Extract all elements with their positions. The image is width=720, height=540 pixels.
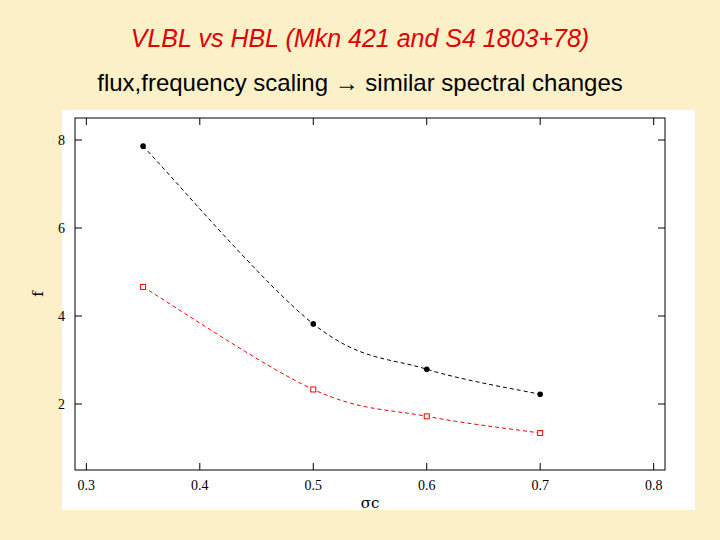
x-tick bbox=[86, 118, 87, 125]
x-axis-label: σc bbox=[361, 494, 380, 512]
x-tick-label: 0.7 bbox=[531, 478, 549, 493]
x-tick bbox=[653, 118, 654, 125]
y-tick bbox=[658, 316, 665, 317]
x-tick-label: 0.5 bbox=[305, 478, 323, 493]
fit-line bbox=[143, 287, 540, 433]
x-tick-label: 0.6 bbox=[418, 478, 436, 493]
y-tick bbox=[75, 404, 82, 405]
y-tick bbox=[75, 228, 82, 229]
x-tick bbox=[199, 463, 200, 470]
point bbox=[538, 431, 543, 436]
x-tick bbox=[199, 118, 200, 125]
subtitle: flux,frequency scaling → similar spectra… bbox=[97, 69, 623, 96]
point bbox=[424, 414, 429, 419]
x-tick-label: 0.4 bbox=[191, 478, 209, 493]
point bbox=[310, 321, 316, 327]
point bbox=[140, 143, 146, 149]
plot-background bbox=[62, 110, 695, 510]
y-tick-label: 8 bbox=[58, 133, 65, 148]
x-tick bbox=[540, 118, 541, 125]
plot-frame bbox=[75, 118, 665, 470]
x-tick bbox=[313, 463, 314, 470]
fit-line bbox=[143, 146, 540, 394]
y-tick-label: 4 bbox=[58, 309, 65, 324]
y-tick-label: 2 bbox=[58, 397, 65, 412]
point bbox=[537, 392, 543, 398]
x-tick bbox=[540, 463, 541, 470]
x-tick-label: 0.8 bbox=[645, 478, 663, 493]
y-tick bbox=[658, 140, 665, 141]
x-tick-label: 0.3 bbox=[78, 478, 96, 493]
x-tick bbox=[426, 118, 427, 125]
title: VLBL vs HBL (Mkn 421 and S4 1803+78) bbox=[131, 24, 589, 52]
x-tick bbox=[86, 463, 87, 470]
y-tick bbox=[75, 316, 82, 317]
y-tick-label: 6 bbox=[58, 221, 65, 236]
x-tick bbox=[426, 463, 427, 470]
y-tick bbox=[658, 404, 665, 405]
y-tick bbox=[75, 140, 82, 141]
point bbox=[311, 387, 316, 392]
point bbox=[141, 284, 146, 289]
x-tick bbox=[653, 463, 654, 470]
point bbox=[424, 366, 430, 372]
plot-area bbox=[140, 143, 543, 435]
y-tick bbox=[658, 228, 665, 229]
x-tick bbox=[313, 118, 314, 125]
y-axis-label: f bbox=[29, 290, 47, 297]
